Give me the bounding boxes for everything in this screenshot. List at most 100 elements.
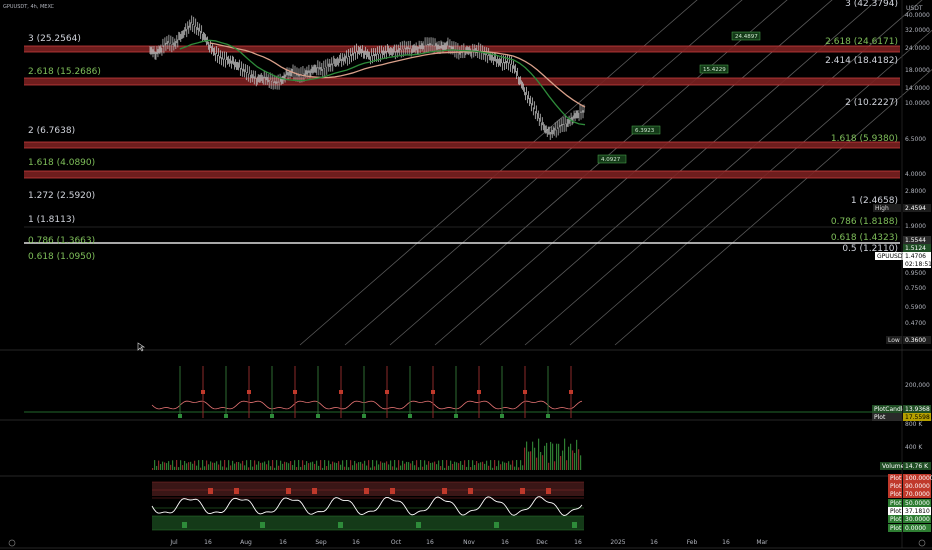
volume-bar — [374, 466, 376, 470]
time-tick: 16 — [352, 539, 360, 546]
cursor-icon — [137, 342, 146, 352]
volume-bar — [298, 460, 300, 470]
rsi-level-label-box — [888, 515, 902, 523]
pane2-marker — [178, 414, 182, 418]
rsi-marker — [286, 488, 291, 494]
volume-bar — [334, 462, 336, 470]
rsi-level-value-box — [903, 499, 931, 507]
volume-bar — [440, 466, 442, 470]
volume-bar — [404, 463, 406, 470]
channel-line — [434, 0, 833, 346]
countdown-badge: 02:18:51 — [903, 260, 932, 268]
volume-bar — [416, 460, 418, 470]
volume-bar — [502, 461, 504, 470]
pane2-osc-line — [151, 400, 583, 410]
volume-bar — [528, 451, 530, 470]
volume-bar — [170, 464, 172, 470]
price-tick: 2.8000 — [905, 188, 926, 195]
fib-label-left: 2.618 (15.2686) — [28, 67, 101, 77]
volume-bar — [266, 464, 268, 470]
channel-line — [479, 0, 878, 346]
volume-bar — [308, 463, 310, 470]
volume-bar — [540, 452, 542, 470]
fib-label-right: 2 (10.2227) — [845, 98, 898, 108]
last-price-badge: 1.4706 — [903, 252, 931, 260]
volume-bar — [382, 462, 384, 470]
rsi-level-label-box — [888, 482, 902, 490]
time-tick: 16 — [722, 539, 730, 546]
rsi-marker — [416, 522, 421, 528]
rsi-level-label: Plot — [888, 507, 902, 515]
pane2-marker — [546, 414, 550, 418]
band-label-text: 4.0927 — [601, 157, 621, 163]
price-badge-1-box — [903, 236, 931, 244]
fib-label-left: 1 (1.8113) — [28, 215, 75, 225]
volume-bar — [556, 443, 558, 470]
volume-bar — [214, 462, 216, 470]
pane2-marker — [500, 414, 504, 418]
rsi-level-label-box — [888, 507, 902, 515]
fib-label-right: 0.5 (1.2110) — [842, 244, 898, 254]
fib-label-left: 3 (25.2564) — [28, 34, 81, 44]
volume-bar — [360, 461, 362, 470]
volume-bar — [512, 460, 514, 470]
scroll-icon[interactable] — [8, 539, 16, 547]
volume-bar — [196, 465, 198, 470]
pane2-marker — [362, 414, 366, 418]
fib-band — [24, 142, 900, 148]
ma-green-line — [179, 39, 586, 126]
volume-bar — [180, 460, 182, 470]
volume-bar — [312, 461, 314, 470]
time-axis[interactable]: Jul 16 Aug 16 Sep 16 Oct 16 Nov 16 Dec 16 2025 16 Feb 1… — [169, 539, 768, 546]
volume-bar — [472, 460, 474, 470]
volume-bar — [202, 460, 204, 470]
fib-label-left: 0.786 (1.3663) — [28, 236, 95, 246]
plot-label-text: Plot — [874, 414, 886, 421]
volume-bar — [186, 463, 188, 470]
volume-bar — [272, 460, 274, 470]
volume-bar — [456, 462, 458, 470]
channel-line — [524, 0, 923, 346]
volume-bar — [268, 460, 270, 470]
price-tick: 1.9000 — [905, 223, 926, 230]
pane2-marker — [385, 390, 389, 394]
rsi-level-value: 70.0000 — [903, 490, 931, 498]
volume-bar — [174, 466, 176, 470]
volume-bar — [370, 467, 372, 470]
volume-bar — [284, 461, 286, 470]
volume-bar — [570, 443, 572, 470]
low-badge-box — [903, 336, 931, 344]
settings-icon[interactable] — [918, 539, 926, 547]
volume-bar — [396, 467, 398, 470]
volume-bar — [532, 441, 534, 470]
plot-value: 17.5598 — [903, 413, 931, 421]
high-badge: 2.4594 — [903, 204, 931, 212]
price-unit: USDT — [906, 5, 923, 12]
rsi-level-value-box — [903, 515, 931, 523]
volume-bar — [354, 460, 356, 470]
band-label-text: 6.3923 — [635, 128, 655, 134]
high-label-box — [873, 204, 901, 212]
price-tick: 14.0000 — [905, 85, 930, 92]
volume-bar — [520, 460, 522, 470]
volume-bar — [286, 462, 288, 470]
rsi-level-label-text: Plot — [890, 491, 902, 498]
volume-bar — [234, 463, 236, 470]
volume-bar — [270, 466, 272, 470]
volume-bar — [468, 460, 470, 470]
band-label-box — [699, 64, 729, 74]
volume-bar — [300, 466, 302, 470]
volume-bar — [206, 460, 208, 470]
candles — [149, 15, 585, 140]
volume-bar — [262, 462, 264, 470]
symbol-title: GPUUSDT, 4h, MEXC — [3, 4, 55, 10]
rsi-level-label: Plot — [888, 482, 902, 490]
volume-bar — [530, 451, 532, 470]
rsi-level-label-text: Plot — [890, 525, 902, 532]
price-badge-1: 1.5544 — [903, 236, 931, 244]
pane2-marker — [293, 390, 297, 394]
volume-bar — [320, 460, 322, 470]
volume-bar — [498, 460, 500, 470]
volume-bar — [256, 464, 258, 470]
